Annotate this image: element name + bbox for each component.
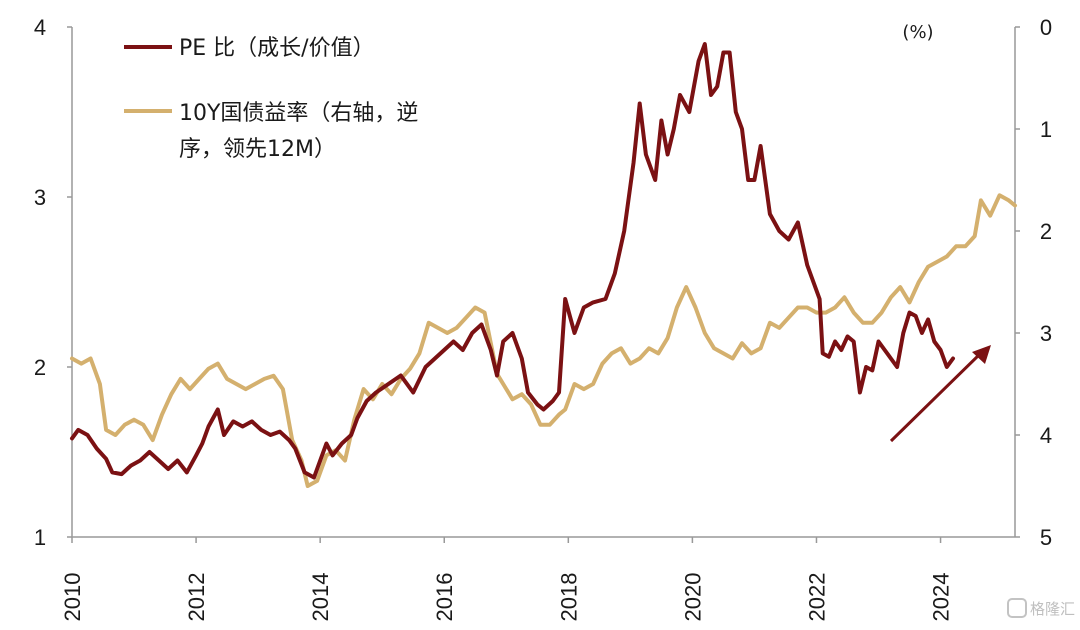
watermark-text: 格隆汇 (1030, 600, 1075, 618)
right-tick-label: 1 (1040, 117, 1052, 142)
x-tick-label: 2014 (308, 573, 333, 622)
x-tick-label: 2020 (680, 573, 705, 622)
left-tick-label: 2 (34, 355, 46, 380)
watermark: 格隆汇 (1007, 598, 1075, 618)
trend-arrow-shaft (889, 350, 984, 443)
left-tick-label: 3 (34, 185, 46, 210)
legend-label-10y-yield-line1: 10Y国债益率（右轴，逆 (179, 101, 418, 126)
x-tick-label: 2024 (929, 573, 954, 622)
axes: 1 2 3 4 0 1 2 3 4 5 2010 2012 2014 2016 2018 2020 2022 20… (34, 15, 1052, 621)
annotation-layer (889, 345, 991, 443)
trend-arrow-head-icon (972, 345, 991, 364)
right-tick-label: 4 (1040, 423, 1052, 448)
x-tick-label: 2018 (556, 573, 581, 622)
legend-label-pe-ratio: PE 比（成长/价值） (179, 36, 375, 61)
series-line-pe-ratio (70, 42, 955, 480)
right-tick-label: 2 (1040, 219, 1052, 244)
right-axis-unit: (%) (902, 22, 933, 43)
legend: PE 比（成长/价值） 10Y国债益率（右轴，逆序，领先12M） (124, 36, 418, 162)
x-tick-label: 2022 (804, 573, 829, 622)
left-tick-label: 1 (34, 525, 46, 550)
x-tick-label: 2010 (60, 573, 85, 622)
x-tick-label: 2012 (184, 573, 209, 622)
right-tick-label: 5 (1040, 525, 1052, 550)
legend-label-10y-yield-line2: 序，领先12M） (179, 137, 336, 162)
legend-label-10y-yield: 10Y国债益率（右轴，逆序，领先12M） (179, 101, 418, 162)
series-line-10y-yield (70, 193, 1017, 488)
x-tick-label: 2016 (432, 573, 457, 622)
left-tick-label: 4 (34, 15, 46, 40)
right-tick-label: 3 (1040, 321, 1052, 346)
series-layer (70, 42, 1017, 488)
right-tick-label: 0 (1040, 15, 1052, 40)
watermark-logo-icon (1007, 598, 1027, 618)
